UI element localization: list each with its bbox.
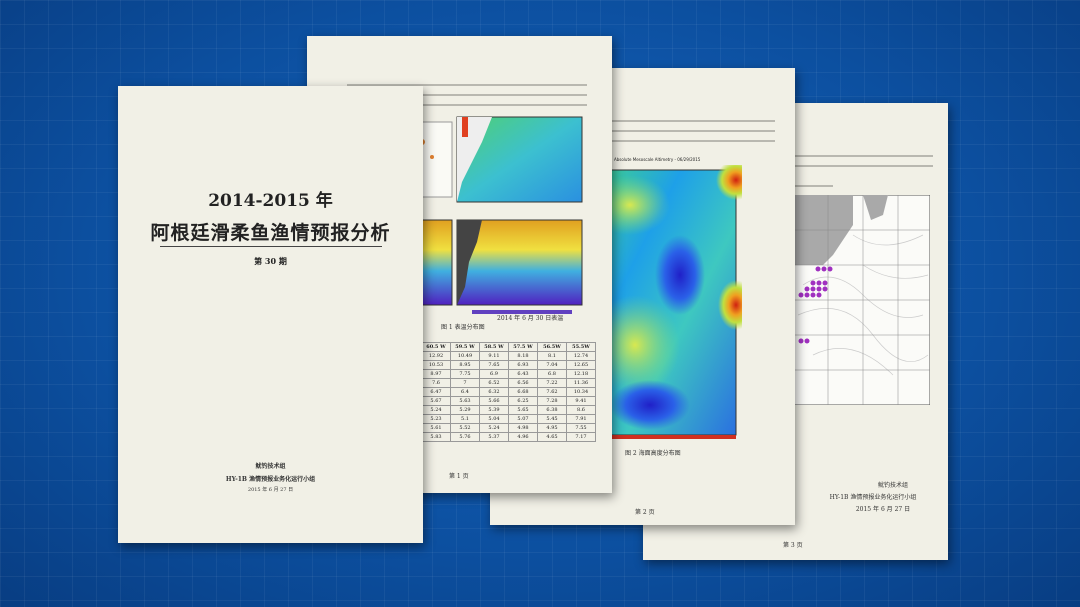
table-cell: 10.34: [566, 387, 596, 397]
header-cell: 60.5 W: [421, 342, 451, 352]
table-cell: 5.07: [508, 414, 538, 424]
table-cell: 6.56: [508, 378, 538, 388]
header-cell: 55.5W: [566, 342, 596, 352]
table-cell: 7: [450, 378, 480, 388]
org: 鱿钓技术组: [877, 482, 908, 489]
table-cell: 8.1: [537, 351, 567, 361]
table-cell: 5.63: [450, 396, 480, 406]
table-cell: 7.65: [479, 360, 509, 370]
table-cell: 5.39: [479, 405, 509, 415]
table-cell: 5.1: [450, 414, 480, 424]
table-cell: 6.93: [508, 360, 538, 370]
table-cell: 5.61: [421, 423, 451, 433]
page-number: 第 3 页: [783, 542, 803, 549]
cover-team: HY-1B 渔情预报业务化运行小组: [225, 476, 316, 483]
table-cell: 5.66: [479, 396, 509, 406]
table-cell: 5.83: [421, 432, 451, 442]
table-cell: 10.49: [450, 351, 480, 361]
table-cell: 7.17: [566, 432, 596, 442]
table-cell: 6.9: [479, 369, 509, 379]
table-cell: 5.67: [421, 396, 451, 406]
text-line: [793, 165, 933, 167]
table-cell: 7.55: [566, 423, 596, 433]
table-cell: 6.43: [508, 369, 538, 379]
text-line: [610, 120, 775, 122]
header-cell: 57.5 W: [508, 342, 538, 352]
table-cell: 6.32: [479, 387, 509, 397]
text-line: [793, 185, 833, 187]
table-cell: 5.65: [508, 405, 538, 415]
cover-org: 鱿钓技术组: [255, 463, 286, 470]
table-cell: 8.18: [508, 351, 538, 361]
text-line: [347, 104, 587, 106]
cover-date: 2015 年 6 月 27 日: [247, 487, 294, 493]
table-cell: 7.91: [566, 414, 596, 424]
table-cell: 7.75: [450, 369, 480, 379]
sst-table: 61.5 W60.5 W59.5 W58.5 W57.5 W56.5W55.5W…: [392, 342, 596, 442]
cover: 2014-2015 年 阿根廷滑柔鱼渔情预报分析 第 30 期 鱿钓技术组 HY…: [118, 86, 423, 543]
page-number: 第 2 页: [635, 509, 655, 516]
table-cell: 5.45: [537, 414, 567, 424]
table-cell: 11.36: [566, 378, 596, 388]
table-cell: 6.25: [508, 396, 538, 406]
table-cell: 5.24: [421, 405, 451, 415]
page-number: 第 1 页: [449, 473, 469, 480]
table-cell: 10.53: [421, 360, 451, 370]
table-cell: 4.96: [508, 432, 538, 442]
table-cell: 7.04: [537, 360, 567, 370]
rule: [160, 246, 382, 247]
cover-year: 2014-2015 年: [208, 191, 333, 211]
sst-maps: [407, 116, 583, 314]
cover-issue: 第 30 期: [254, 256, 287, 266]
figure-caption: 图 1 表温分布图: [441, 324, 485, 331]
text-line: [610, 130, 775, 132]
table-cell: 12.18: [566, 369, 596, 379]
table-cell: 5.37: [479, 432, 509, 442]
team: HY-1B 渔情预报业务化运行小组: [829, 494, 917, 501]
table-cell: 6.68: [508, 387, 538, 397]
table-cell: 12.65: [566, 360, 596, 370]
figure-caption: 图 2 海面高度分布图: [625, 450, 681, 457]
table-cell: 7.28: [537, 396, 567, 406]
table-cell: 8.97: [421, 369, 451, 379]
header-cell: 59.5 W: [450, 342, 480, 352]
table-cell: 7.6: [421, 378, 451, 388]
table-cell: 5.23: [421, 414, 451, 424]
table-cell: 12.92: [421, 351, 451, 361]
table-cell: 8.6: [566, 405, 596, 415]
altimetry-map: [590, 165, 742, 439]
table-cell: 6.38: [537, 405, 567, 415]
table-cell: 6.52: [479, 378, 509, 388]
figure-date: 2014 年 6 月 30 日表温: [497, 315, 564, 322]
text-line: [347, 94, 587, 96]
header-cell: 58.5 W: [479, 342, 509, 352]
table-cell: 7.62: [537, 387, 567, 397]
table-cell: 6.4: [450, 387, 480, 397]
table-cell: 4.65: [537, 432, 567, 442]
map-title: Absolute Mesoscale Altimetry - 06/29/201…: [614, 157, 701, 162]
table-cell: 6.8: [537, 369, 567, 379]
table-cell: 6.47: [421, 387, 451, 397]
table-cell: 5.04: [479, 414, 509, 424]
date: 2015 年 6 月 27 日: [855, 506, 911, 513]
cover-title: 阿根廷滑柔鱼渔情预报分析: [150, 222, 391, 244]
header-cell: 56.5W: [537, 342, 567, 352]
table-cell: 5.52: [450, 423, 480, 433]
text-line: [610, 140, 775, 142]
table-cell: 4.98: [508, 423, 538, 433]
table-cell: 7.22: [537, 378, 567, 388]
table-cell: 8.95: [450, 360, 480, 370]
text-line: [793, 155, 933, 157]
table-cell: 5.76: [450, 432, 480, 442]
fishing-map: [793, 195, 930, 405]
text-line: [347, 84, 587, 86]
table-cell: 12.74: [566, 351, 596, 361]
table-cell: 4.95: [537, 423, 567, 433]
table-cell: 9.41: [566, 396, 596, 406]
table-cell: 9.11: [479, 351, 509, 361]
table-cell: 5.24: [479, 423, 509, 433]
table-cell: 5.29: [450, 405, 480, 415]
